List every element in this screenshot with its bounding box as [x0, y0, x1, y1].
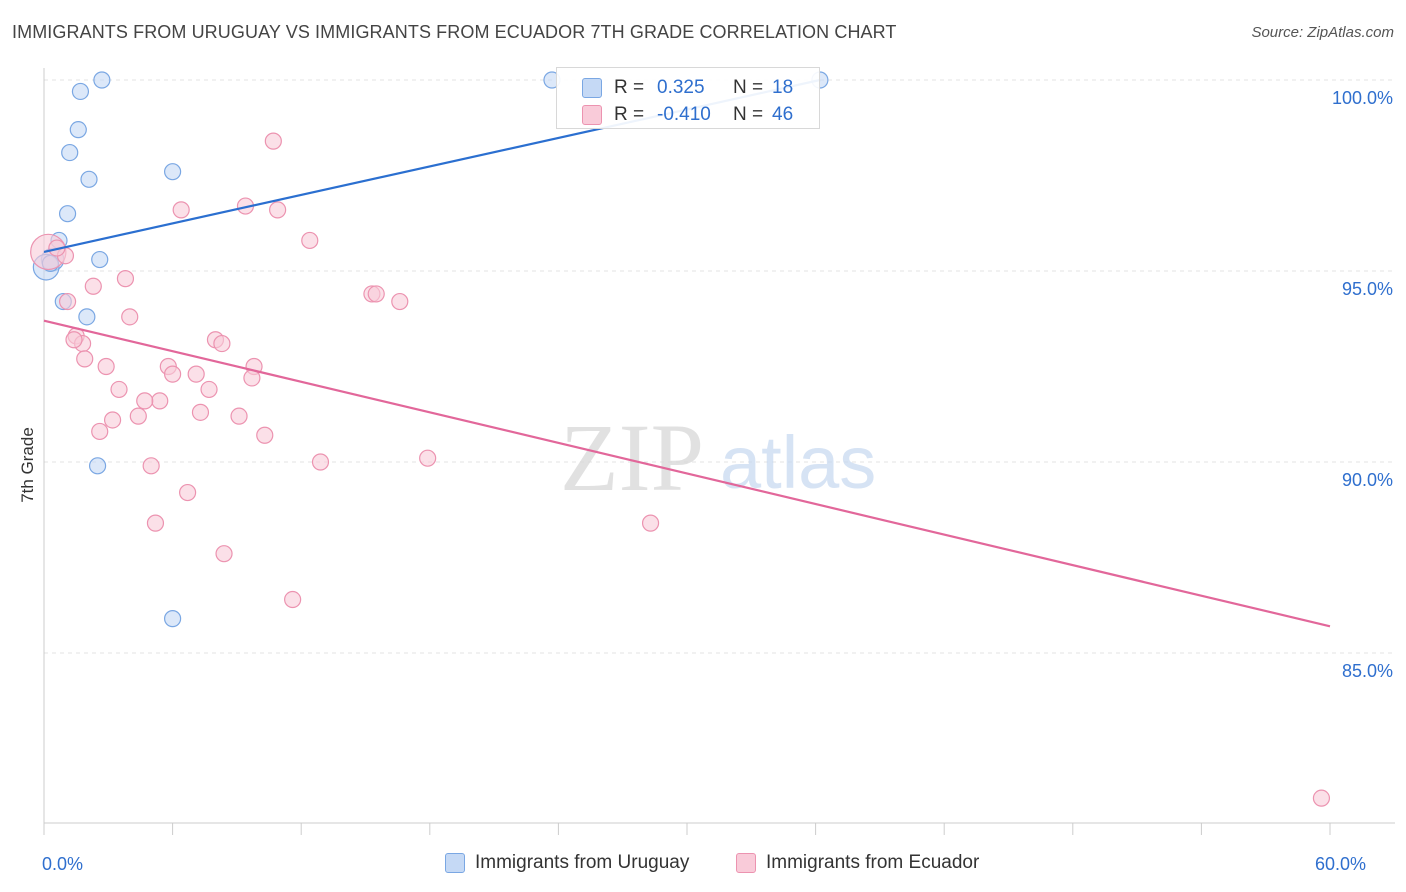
data-point-ecuador [84, 277, 102, 295]
stats-row-uruguay: R = 0.325 N = 18 [557, 73, 819, 103]
data-point-uruguay [71, 82, 90, 101]
data-point-ecuador [65, 331, 83, 349]
data-point-ecuador [311, 453, 330, 471]
data-point-uruguay [61, 143, 79, 162]
data-point-uruguay [88, 457, 107, 475]
stats-swatch-ecuador [582, 105, 602, 125]
y-tick-label: 90.0% [1342, 470, 1393, 490]
data-point-ecuador [172, 201, 190, 219]
data-point-ecuador [164, 365, 182, 383]
stats-legend: R = 0.325 N = 18 R = -0.410 N = 46 [556, 67, 820, 129]
stats-n-label: N = [733, 104, 764, 125]
trend-layer [43, 78, 1331, 628]
data-point-ecuador [1312, 789, 1331, 807]
stats-r-label: R = [614, 77, 645, 98]
stats-n-label: N = [733, 77, 764, 98]
legend-label-uruguay: Immigrants from Uruguay [475, 852, 690, 873]
watermark: ZIP atlas [560, 404, 876, 511]
trend-line-ecuador [43, 319, 1331, 628]
stats-row-ecuador: R = -0.410 N = 46 [557, 100, 819, 130]
data-point-ecuador [200, 380, 218, 399]
data-point-ecuador [187, 365, 205, 383]
data-point-ecuador [58, 292, 77, 311]
x-tick-label: 0.0% [42, 854, 83, 874]
data-point-uruguay [58, 205, 77, 223]
data-point-ecuador [146, 514, 165, 532]
data-point-uruguay [91, 250, 109, 269]
x-tick-label: 60.0% [1315, 854, 1366, 874]
data-point-ecuador [269, 201, 287, 219]
series-legend: Immigrants from Uruguay Immigrants from … [0, 852, 1406, 878]
data-point-ecuador [419, 449, 437, 467]
data-point-ecuador [284, 590, 302, 609]
y-tick-label: 95.0% [1342, 279, 1393, 299]
data-point-ecuador [103, 411, 122, 429]
data-point-uruguay [164, 163, 182, 181]
data-point-ecuador [391, 292, 409, 311]
legend-swatch-uruguay [445, 853, 465, 873]
data-point-ecuador [641, 514, 660, 532]
y-tick-label: 100.0% [1332, 88, 1393, 108]
data-point-ecuador [129, 407, 147, 425]
legend-label-ecuador: Immigrants from Ecuador [766, 852, 980, 873]
legend-item-ecuador[interactable]: Immigrants from Ecuador [736, 852, 979, 874]
data-point-ecuador [179, 483, 197, 502]
data-point-uruguay [93, 71, 111, 89]
stats-r-value: -0.410 [657, 104, 711, 125]
data-point-ecuador [91, 422, 109, 441]
legend-swatch-ecuador [736, 853, 756, 873]
axis-layer [43, 68, 1395, 835]
watermark-zip: ZIP [560, 404, 704, 511]
chart-title: IMMIGRANTS FROM URUGUAY VS IMMIGRANTS FR… [12, 22, 897, 42]
data-point-uruguay [69, 121, 87, 139]
data-point-ecuador [151, 392, 169, 410]
y-tick-label: 85.0% [1342, 661, 1393, 681]
stats-n-value: 46 [772, 104, 794, 125]
data-point-ecuador [116, 270, 135, 288]
legend-item-uruguay[interactable]: Immigrants from Uruguay [445, 852, 689, 874]
data-point-uruguay [78, 308, 96, 326]
data-point-ecuador [191, 403, 210, 421]
y-tick-labels: 100.0% 95.0% 90.0% 85.0% [1332, 88, 1393, 681]
data-point-ecuador [215, 545, 233, 563]
data-point-ecuador [213, 334, 231, 353]
stats-r-label: R = [614, 104, 645, 125]
stats-r-value: 0.325 [657, 77, 705, 98]
data-point-uruguay [164, 610, 182, 628]
data-point-ecuador [97, 357, 115, 376]
data-point-ecuador [76, 350, 94, 368]
data-point-ecuador [230, 407, 248, 425]
source-credit: Source: ZipAtlas.com [1251, 24, 1394, 41]
data-point-ecuador [301, 231, 319, 250]
data-point-ecuador [110, 380, 128, 399]
data-point-ecuador [142, 457, 160, 475]
data-point-ecuador [256, 426, 274, 444]
stats-swatch-uruguay [582, 78, 602, 98]
data-point-ecuador [367, 285, 385, 303]
watermark-atlas: atlas [720, 421, 876, 504]
points-layer [30, 71, 1331, 807]
data-point-uruguay [80, 170, 98, 188]
stats-n-value: 18 [772, 77, 794, 98]
data-point-ecuador [264, 132, 282, 150]
data-point-ecuador [121, 308, 139, 326]
x-tick-labels: 0.0% 60.0% [42, 854, 1366, 874]
data-point-ecuador [136, 392, 154, 410]
